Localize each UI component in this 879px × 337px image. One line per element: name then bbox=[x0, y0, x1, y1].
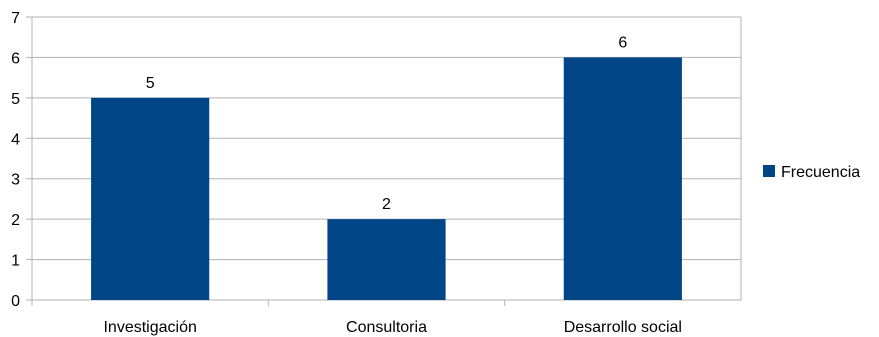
legend: Frecuencia bbox=[763, 164, 860, 181]
bar-1 bbox=[327, 219, 446, 300]
y-tick-label: 5 bbox=[11, 91, 20, 108]
x-axis-ticks bbox=[267, 300, 506, 306]
y-tick-label: 7 bbox=[11, 10, 20, 27]
y-tick-label: 4 bbox=[11, 131, 20, 148]
legend-label: Frecuencia bbox=[781, 164, 860, 181]
y-tick-label: 1 bbox=[11, 253, 20, 270]
legend-swatch bbox=[763, 165, 775, 177]
y-tick-label: 2 bbox=[11, 212, 20, 229]
bar-2 bbox=[563, 57, 682, 300]
category-labels: Investigación Consultoria Desarrollo socia… bbox=[103, 319, 681, 336]
category-label: Consultoria bbox=[346, 319, 427, 336]
data-label: 5 bbox=[146, 75, 155, 92]
y-tick-label: 3 bbox=[11, 172, 20, 189]
bar-0 bbox=[91, 97, 210, 300]
bars bbox=[91, 57, 682, 300]
data-labels: 5 2 6 bbox=[146, 34, 628, 213]
y-tick-label: 0 bbox=[11, 293, 20, 310]
y-axis-ticks: 0 1 2 3 4 5 6 7 bbox=[11, 10, 32, 310]
category-label: Investigación bbox=[103, 319, 196, 336]
data-label: 2 bbox=[382, 196, 391, 213]
data-label: 6 bbox=[618, 34, 627, 51]
y-tick-label: 6 bbox=[11, 50, 20, 67]
category-label: Desarrollo social bbox=[564, 319, 682, 336]
